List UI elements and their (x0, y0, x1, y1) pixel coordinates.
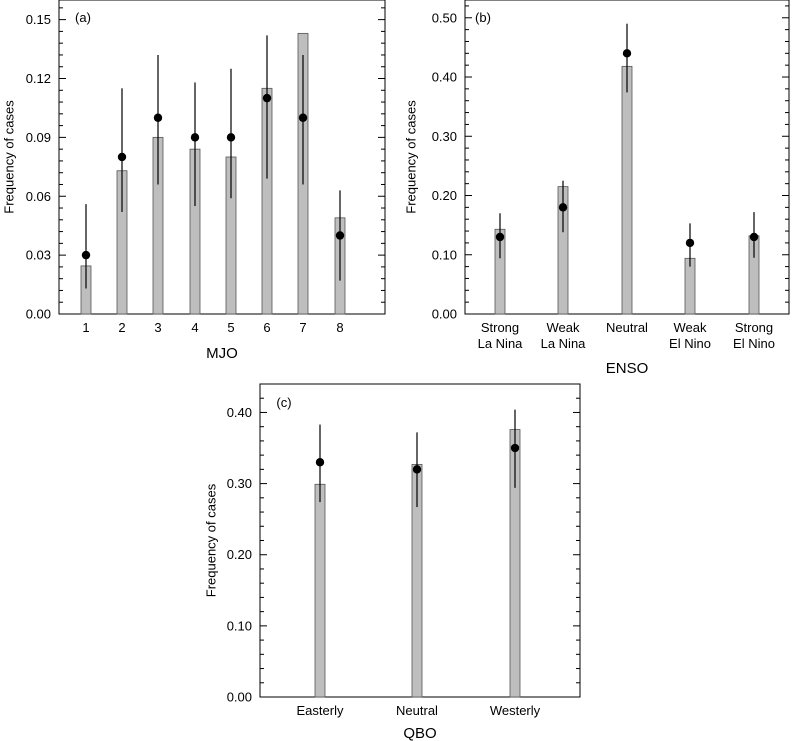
x-tick-label: Weak (674, 320, 707, 335)
x-tick-label: Neutral (396, 703, 438, 718)
y-tick-label: 0.40 (227, 405, 252, 420)
x-tick-label: 5 (227, 320, 234, 335)
y-tick-label: 0.15 (26, 12, 51, 27)
x-tick-label: Weak (547, 320, 580, 335)
bar (684, 257, 696, 315)
data-point (298, 113, 308, 122)
x-tick-label: Westerly (490, 703, 541, 718)
data-point (558, 203, 568, 212)
y-tick-label: 0.06 (26, 189, 51, 204)
y-tick-label: 0.20 (227, 547, 252, 562)
y-tick-label: 0.00 (432, 307, 457, 322)
panel-a: 0.00 0.03 0.06 0.09 0.12 0.15 1 2 3 4 5 6 7 8 (a) MJO Fr… (1, 0, 386, 362)
y-tick-label: 0.12 (26, 71, 51, 86)
x-tick-label: Strong (481, 320, 519, 335)
data-point (412, 465, 422, 474)
data-point (81, 250, 91, 260)
data-point (749, 232, 759, 242)
x-tick-label: El Nino (733, 336, 775, 351)
y-tick-label: 0.10 (227, 618, 252, 633)
x-tick-label: 6 (263, 320, 270, 335)
panel-label: (c) (276, 395, 291, 410)
y-tick-label: 0.40 (432, 70, 457, 85)
data-point (495, 232, 505, 242)
panel-c: 0.00 0.10 0.20 0.30 0.40 Easterly Neutral Weste… (203, 383, 581, 741)
data-point (315, 458, 325, 467)
panel-label: (b) (475, 10, 491, 25)
x-axis-title: ENSO (606, 360, 649, 377)
data-point (335, 231, 345, 240)
y-tick-label: 0.30 (227, 476, 252, 491)
bar (621, 65, 633, 315)
x-tick-label: Neutral (606, 320, 648, 335)
data-point (226, 133, 236, 142)
y-tick-label: 0.10 (432, 247, 457, 262)
x-axis-title: QBO (403, 725, 436, 741)
y-tick-label: 0.09 (26, 130, 51, 145)
y-tick-label: 0.00 (26, 307, 51, 322)
x-tick-label: 8 (336, 320, 343, 335)
x-tick-label: Strong (735, 320, 773, 335)
data-point (510, 443, 520, 453)
y-axis-title: Frequency of cases (403, 100, 418, 214)
data-point (117, 152, 127, 162)
x-tick-label: 2 (118, 320, 125, 335)
panel-label: (a) (75, 10, 91, 25)
x-tick-label: Easterly (297, 703, 344, 718)
y-axis-title: Frequency of cases (1, 100, 16, 214)
y-tick-label: 0.00 (227, 690, 252, 705)
x-tick-label: 3 (154, 320, 161, 335)
y-tick-label: 0.20 (432, 188, 457, 203)
data-point (190, 133, 200, 142)
data-point (685, 238, 695, 248)
y-tick-label: 0.03 (26, 248, 51, 263)
y-axis-title: Frequency of cases (203, 483, 218, 597)
x-tick-label: 1 (82, 320, 89, 335)
data-point (262, 93, 272, 103)
x-tick-label: 7 (299, 320, 306, 335)
x-axis-title: MJO (206, 345, 238, 362)
y-tick-label: 0.50 (432, 10, 457, 25)
plot-frame (58, 0, 386, 315)
x-tick-label: 4 (191, 320, 198, 335)
data-point (153, 113, 163, 122)
bar (314, 483, 326, 698)
x-tick-label: El Nino (669, 336, 711, 351)
x-tick-label: La Nina (478, 336, 524, 351)
y-tick-label: 0.30 (432, 129, 457, 144)
x-tick-label: La Nina (541, 336, 587, 351)
data-point (622, 49, 632, 58)
